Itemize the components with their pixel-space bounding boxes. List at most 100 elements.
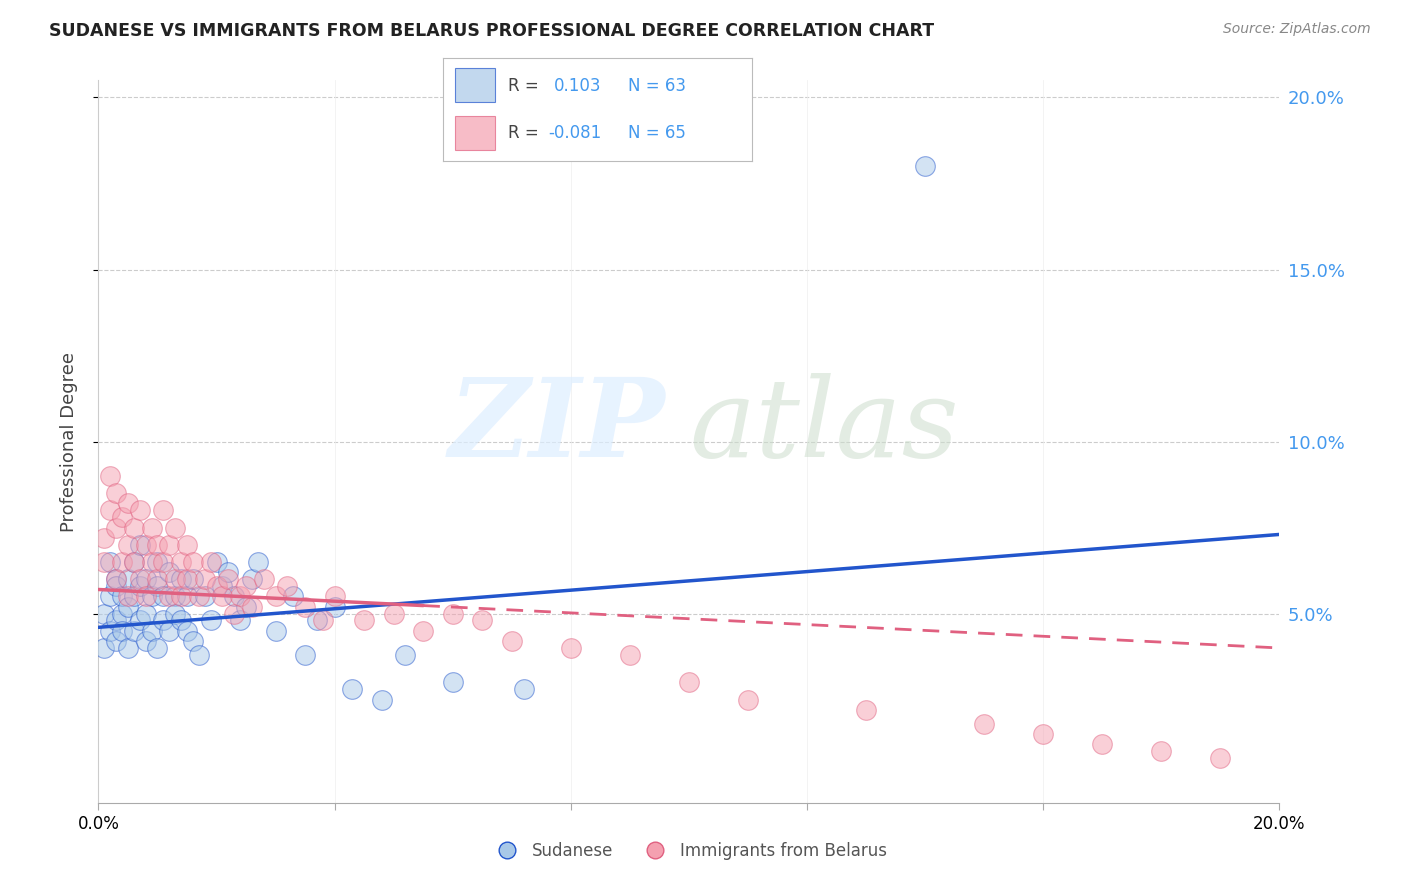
Point [152,503,174,517]
Point [211,579,233,593]
Point [224,590,246,604]
Point [165,520,187,534]
Point [93,531,115,545]
Point [98,555,121,569]
Point [117,538,139,552]
Text: N = 63: N = 63 [628,77,686,95]
Point [152,590,174,604]
Point [187,590,209,604]
Point [157,566,180,580]
Point [181,572,204,586]
Point [98,590,121,604]
Point [122,520,145,534]
Point [105,572,128,586]
Point [217,572,239,586]
Point [205,555,228,569]
Point [342,682,364,697]
Point [1091,737,1114,751]
Point [105,634,128,648]
Point [737,692,759,706]
Point [122,590,145,604]
Point [170,555,193,569]
Point [157,590,180,604]
Point [146,640,169,655]
Point [323,590,346,604]
Point [146,538,169,552]
Bar [456,117,495,150]
Point [229,590,252,604]
Text: atlas: atlas [689,374,959,481]
Point [117,572,139,586]
Point [294,599,316,614]
Point [128,614,150,628]
Point [141,555,163,569]
Text: ZIP: ZIP [449,374,665,481]
Point [678,675,700,690]
Legend: Sudanese, Immigrants from Belarus: Sudanese, Immigrants from Belarus [484,836,894,867]
Point [146,555,169,569]
Point [128,572,150,586]
Point [105,572,128,586]
Text: -0.081: -0.081 [548,124,602,142]
Point [264,624,287,638]
Text: R =: R = [508,77,538,95]
Point [105,614,128,628]
Point [93,555,115,569]
Point [229,614,252,628]
Point [371,692,394,706]
Point [135,607,157,621]
Point [170,614,193,628]
Point [128,503,150,517]
Point [165,590,187,604]
Point [312,614,335,628]
Text: Source: ZipAtlas.com: Source: ZipAtlas.com [1223,22,1371,37]
Point [141,624,163,638]
Point [111,555,134,569]
Point [141,520,163,534]
Point [152,555,174,569]
Point [441,607,464,621]
Point [973,716,995,731]
Text: N = 65: N = 65 [628,124,686,142]
Point [111,624,134,638]
Point [105,579,128,593]
Point [122,555,145,569]
Point [235,599,257,614]
Point [98,469,121,483]
Point [382,607,405,621]
Text: R =: R = [508,124,538,142]
Point [217,566,239,580]
Point [117,599,139,614]
Point [141,590,163,604]
Point [276,579,298,593]
Point [914,159,936,173]
Point [117,640,139,655]
Point [512,682,534,697]
Point [194,572,217,586]
Point [246,555,269,569]
Point [283,590,305,604]
Point [194,590,217,604]
Point [176,590,198,604]
Point [111,510,134,524]
Point [264,590,287,604]
Point [170,572,193,586]
Point [560,640,582,655]
Point [235,579,257,593]
Point [157,624,180,638]
Text: 0.103: 0.103 [554,77,602,95]
Point [157,538,180,552]
Point [170,590,193,604]
Point [135,590,157,604]
Point [1032,727,1054,741]
Point [181,555,204,569]
Point [146,572,169,586]
Point [105,486,128,500]
Point [181,634,204,648]
Point [200,614,222,628]
Point [471,614,494,628]
Point [111,590,134,604]
Point [353,614,375,628]
Point [176,624,198,638]
Point [176,538,198,552]
